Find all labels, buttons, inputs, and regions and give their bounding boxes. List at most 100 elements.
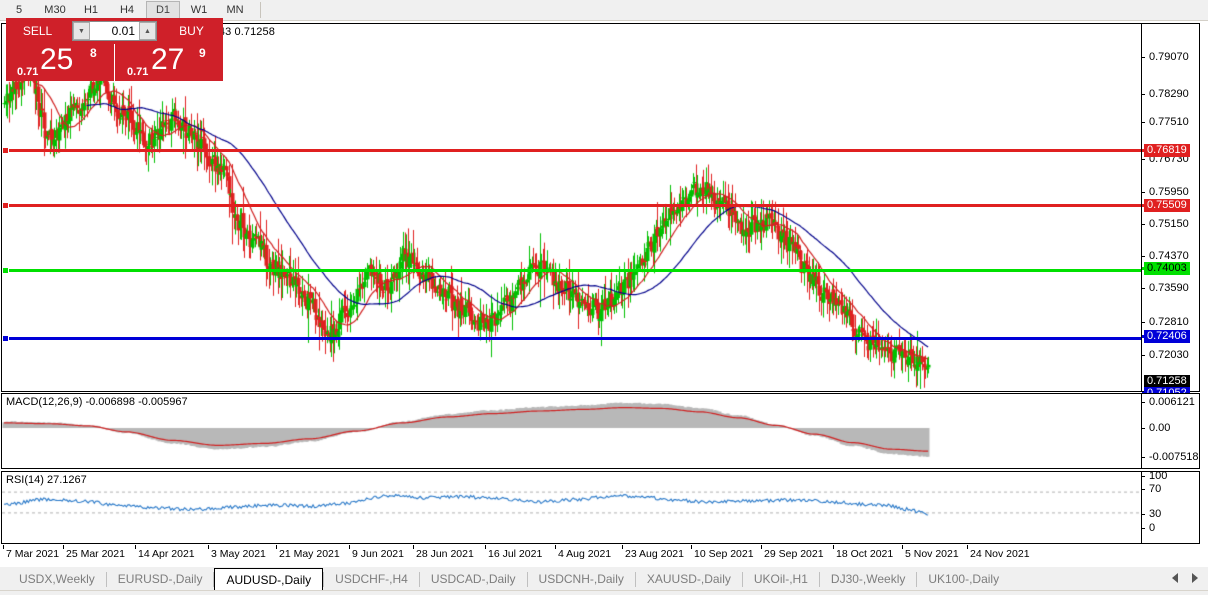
timeframe-mn[interactable]: MN [226,4,244,16]
chart-tab-dj30-weekly[interactable]: DJ30-,Weekly [830,572,906,586]
tab-separator [323,572,325,587]
volume-value[interactable]: 0.01 [111,24,135,38]
line-anchor-handle[interactable] [2,202,9,209]
price-tick: 0.73590 [1142,282,1189,294]
tab-scroll-controls [1172,573,1208,583]
time-tick [135,545,136,549]
price-tick: 0.75150 [1142,218,1189,230]
price-tick: 0.79070 [1142,51,1189,63]
time-axis-label: 25 Mar 2021 [66,548,125,560]
time-tick [691,545,692,549]
timeframe-toolbar: 5 M30 H1 H4 D1 W1 MN [0,0,1208,21]
volume-increase-button[interactable]: ▲ [139,22,156,40]
time-tick [555,545,556,549]
time-axis-label: 24 Nov 2021 [970,548,1030,560]
time-axis-label: 14 Apr 2021 [138,548,195,560]
line-anchor-handle[interactable] [2,267,9,274]
timeframe-h1[interactable]: H1 [83,4,99,16]
price-tag-connector [1142,335,1145,338]
sell-button[interactable]: SELL [6,18,69,44]
tab-separator [213,572,215,587]
status-bar [0,590,1208,595]
time-axis-label: 16 Jul 2021 [488,548,543,560]
time-axis-label: 10 Sep 2021 [694,548,754,560]
time-tick [902,545,903,549]
sell-price-prefix: 0.71 [17,66,39,78]
scroll-right-icon[interactable] [1192,573,1198,583]
rsi-axis: 100 70 30 0 [1141,470,1199,543]
chart-tab-audusd-daily[interactable]: AUDUSD-,Daily [214,568,324,591]
timeframe-w1[interactable]: W1 [190,4,208,16]
time-tick [413,545,414,549]
time-axis-label: 29 Sep 2021 [764,548,824,560]
price-level-tag[interactable]: 0.74003 [1144,262,1190,275]
price-level-tag[interactable]: 0.72406 [1144,330,1190,343]
chart-tab-eurusd-daily[interactable]: EURUSD-,Daily [117,572,203,586]
support-0.72406[interactable] [2,335,1141,342]
chart-tab-xauusd-daily[interactable]: XAUUSD-,Daily [646,572,731,586]
price-level-tag[interactable]: 0.75509 [1144,199,1190,212]
timeframe-h4[interactable]: H4 [119,4,135,16]
macd-axis: 0.006121 0.00 -0.007518 [1141,394,1199,468]
macd-tick: 0.006121 [1142,396,1195,408]
price-level-tag[interactable]: 0.76819 [1144,144,1190,157]
buy-price-fraction: 9 [199,46,206,60]
tab-separator [105,572,107,587]
rsi-label: RSI(14) 27.1267 [6,474,87,486]
sell-price-fraction: 8 [90,46,97,60]
volume-input-box[interactable]: ▼ 0.01 ▲ [72,21,157,41]
time-axis-label: 21 May 2021 [279,548,340,560]
chart-tab-usdx-weekly[interactable]: USDX,Weekly [19,572,95,586]
scroll-left-icon[interactable] [1172,573,1178,583]
tab-separator [634,572,636,587]
macd-subwindow[interactable]: MACD(12,26,9) -0.006898 -0.005967 0.0061… [1,393,1200,469]
buy-button[interactable]: BUY [160,18,223,44]
rsi-tick: 100 [1141,470,1168,482]
time-tick [967,545,968,549]
price-tick: 0.72030 [1142,349,1189,361]
price-tag-connector [1142,267,1145,270]
resistance-0.76819[interactable] [2,147,1141,154]
one-click-trading-panel[interactable]: SELL ▼ 0.01 ▲ BUY 0.71 25 8 0.71 27 9 [6,18,223,81]
chart-tab-usdchf-h4[interactable]: USDCHF-,H4 [335,572,408,586]
rsi-tick: 30 [1141,508,1162,520]
tab-separator [526,572,528,587]
line-anchor-handle[interactable] [2,147,9,154]
price-tag-connector [1142,204,1145,207]
buy-price-prefix: 0.71 [127,66,149,78]
time-tick [761,545,762,549]
volume-decrease-button[interactable]: ▼ [73,22,90,40]
time-axis: 7 Mar 2021 25 Mar 2021 14 Apr 2021 3 May 20… [1,545,1200,565]
chart-tab-uk100-daily[interactable]: UK100-,Daily [928,572,1000,586]
timeframe-m30[interactable]: M30 [44,4,66,16]
timeframe-d1[interactable]: D1 [146,0,180,20]
macd-plot-area [2,394,1141,468]
macd-tick: -0.007518 [1142,451,1199,463]
time-axis-label: 4 Aug 2021 [558,548,612,560]
price-level-tag[interactable]: 0.71258 [1144,375,1190,388]
tab-separator [418,572,420,587]
candlestick-canvas [2,24,1141,391]
line-anchor-handle[interactable] [2,335,9,342]
price-tick: 0.77510 [1142,116,1189,128]
trade-panel-top-row: SELL ▼ 0.01 ▲ BUY [6,18,223,44]
sell-price-display[interactable]: 0.71 25 8 [6,44,114,81]
time-tick [63,545,64,549]
chart-plot-area[interactable] [2,24,1141,391]
tab-separator [741,572,743,587]
price-tick: 0.72810 [1142,316,1189,328]
buy-price-display[interactable]: 0.71 27 9 [115,44,223,81]
rsi-subwindow[interactable]: RSI(14) 27.1267 100 70 30 0 [1,470,1200,544]
price-tick: 0.75950 [1142,186,1189,198]
chart-tab-usdcad-daily[interactable]: USDCAD-,Daily [430,572,516,586]
timeframe-5[interactable]: 5 [15,4,23,16]
price-tick: 0.78290 [1142,88,1189,100]
chart-tab-usdcnh-daily[interactable]: USDCNH-,Daily [538,572,624,586]
price-axis[interactable]: 0.79070 0.78290 0.77510 0.76730 0.75950 0.751… [1141,24,1199,424]
support-0.74003[interactable] [2,267,1141,274]
rsi-tick: 0 [1141,522,1156,534]
resistance-0.75509[interactable] [2,202,1141,209]
time-tick [3,545,4,549]
price-chart[interactable]: AUDUSD-,Daily 0.71243 0.71274 0.71243 0.… [1,23,1200,424]
chart-tab-ukoil-h1[interactable]: UKOil-,H1 [753,572,808,586]
